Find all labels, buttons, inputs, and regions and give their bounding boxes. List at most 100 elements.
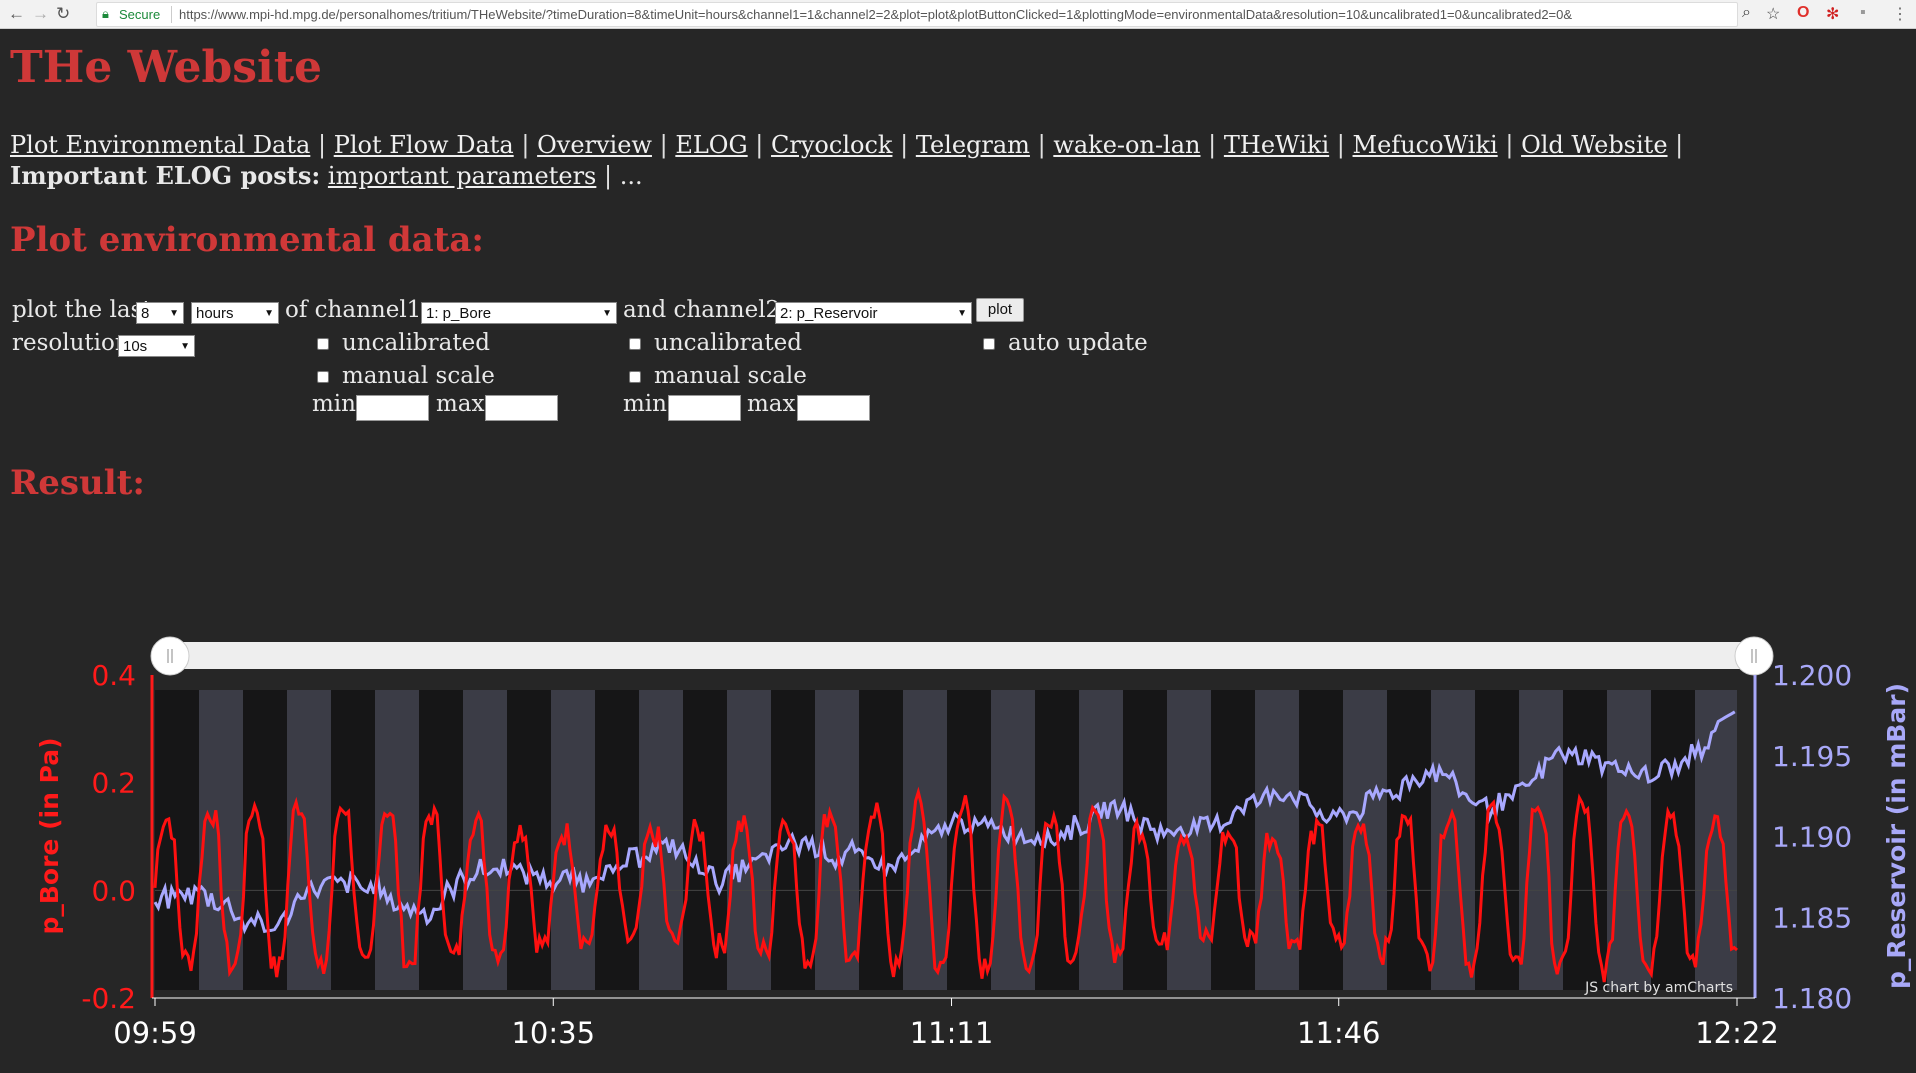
chart-band [243,690,287,990]
channel2-uncalibrated-checkbox[interactable] [629,338,641,350]
site-title: THe Website [10,42,323,93]
nav-link-plot-environmental-data[interactable]: Plot Environmental Data [10,131,311,159]
auto-update-label: auto update [1008,330,1148,356]
chevron-down-icon: ▼ [169,308,179,319]
nav-separator: | [1037,131,1046,159]
channel1-uncalibrated-checkbox[interactable] [317,338,329,350]
reload-icon[interactable]: ↻ [56,4,71,23]
environmental-chart[interactable]: -0.20.00.20.4 1.1801.1851.1901.1951.200 … [0,630,1916,1073]
left-axis-tick-label: 0.2 [91,767,136,800]
bookmark-star-icon[interactable]: ☆ [1766,6,1781,23]
x-axis-tick-label: 10:35 [511,1016,595,1050]
extension-pdf-icon[interactable]: ▪ [1860,4,1866,21]
plot-button[interactable]: plot [976,298,1024,322]
plot-heading: Plot environmental data: [10,220,484,260]
nav-link-overview[interactable]: Overview [537,131,652,159]
auto-update-checkbox[interactable] [983,338,995,350]
chart-band [199,690,243,990]
channel1-min-input[interactable] [356,395,429,421]
channel1-max-input[interactable] [485,395,558,421]
nav-separator: | [1505,131,1514,159]
x-axis-tick-label: 11:46 [1297,1016,1381,1050]
nav-link-thewiki[interactable]: THeWiki [1223,131,1330,159]
chart-band [1079,690,1123,990]
back-icon[interactable]: ← [8,4,25,23]
resolution-value: 10s [123,338,148,355]
channel1-manual-scale-checkbox[interactable] [317,371,329,383]
chart-scrollbar-track[interactable] [170,642,1754,669]
nav-link-old-website[interactable]: Old Website [1521,131,1668,159]
channel2-value: 2: p_Reservoir [780,305,878,322]
of-channel1-label: of channel1 : [285,297,437,323]
nav-separator: | [1336,131,1345,159]
chart-band [595,690,639,990]
chart-band [1475,690,1519,990]
channel2-uncalibrated-label: uncalibrated [654,330,802,356]
chart-band [1299,690,1343,990]
nav-separator: | [1675,131,1684,159]
channel2-select[interactable]: 2: p_Reservoir ▼ [775,302,972,324]
elog-more: ... [619,162,643,190]
scrollbar-left-grip[interactable] [150,636,190,676]
channel2-max-label: max [747,391,796,417]
channel1-select[interactable]: 1: p_Bore ▼ [421,302,617,324]
nav-link-plot-flow-data[interactable]: Plot Flow Data [333,131,514,159]
channel2-manual-scale-checkbox[interactable] [629,371,641,383]
elog-link-important-parameters[interactable]: important parameters [327,162,597,190]
nav-separator: | [521,131,530,159]
secure-label: Secure [119,7,161,22]
extension-gear-icon[interactable]: ✻ [1826,6,1840,23]
chart-credit[interactable]: JS chart by amCharts [1584,980,1733,996]
channel2-min-input[interactable] [668,395,741,421]
x-axis-tick-label: 11:11 [910,1016,994,1050]
time-unit-value: hours [196,305,234,322]
resolution-select[interactable]: 10s ▼ [118,335,195,357]
left-axis-tick-label: 0.0 [91,874,136,907]
elog-posts-line: Important ELOG posts: important paramete… [10,161,643,190]
time-unit-select[interactable]: hours ▼ [191,302,279,324]
left-axis-title: p_Bore (in Pa) [35,737,64,934]
channel1-max-label: max [436,391,485,417]
and-channel2-label: and channel2 : [623,297,796,323]
nav-link-cryoclock[interactable]: Cryoclock [771,131,893,159]
nav-link-elog[interactable]: ELOG [675,131,748,159]
zoom-icon[interactable]: ⌕ [1742,4,1751,21]
resolution-label: resolution [12,330,130,356]
channel1-value: 1: p_Bore [426,305,492,322]
nav-separator: | [659,131,668,159]
nav-link-mefucowiki[interactable]: MefucoWiki [1352,131,1498,159]
browser-toolbar: ← → ↻ 🔒︎ Secure https://www.mpi-hd.mpg.d… [0,0,1916,29]
chevron-down-icon: ▼ [602,308,612,319]
menu-icon[interactable]: ⋮ [1892,6,1908,23]
chart-band [1563,690,1607,990]
channel2-max-input[interactable] [797,395,870,421]
p-bore-series-line [153,786,1738,983]
scrollbar-right-grip[interactable] [1734,636,1774,676]
duration-select[interactable]: 8 ▼ [136,302,184,324]
nav-separator: | [317,131,327,159]
chart-band [859,690,903,990]
chart-band [507,690,551,990]
address-bar[interactable]: 🔒︎ Secure https://www.mpi-hd.mpg.de/pers… [96,2,1738,27]
opera-extension-icon[interactable]: O [1797,4,1810,21]
chart-band [1387,690,1431,990]
channel1-manual-scale-label: manual scale [342,363,495,389]
chart-band [155,690,199,990]
nav-link-wake-on-lan[interactable]: wake-on-lan [1053,131,1201,159]
channel2-min-label: min [623,391,667,417]
chart-band [551,690,595,990]
left-axis-tick-label: -0.2 [81,982,136,1015]
nav-link-telegram[interactable]: Telegram [915,131,1030,159]
right-axis-tick-label: 1.180 [1772,982,1852,1015]
url-text[interactable]: https://www.mpi-hd.mpg.de/personalhomes/… [179,7,1573,22]
nav-separator: | [1208,131,1217,159]
address-separator [171,6,172,23]
forward-icon[interactable]: → [32,4,49,23]
result-heading: Result: [10,463,145,503]
channel2-manual-scale-label: manual scale [654,363,807,389]
nav-separator: | [604,162,613,190]
right-axis-tick-label: 1.190 [1772,821,1852,854]
right-axis-tick-label: 1.185 [1772,901,1852,934]
chart-band [1519,690,1563,990]
left-axis-ticks: -0.2 0.0 0.2 0.4 [81,659,136,1015]
